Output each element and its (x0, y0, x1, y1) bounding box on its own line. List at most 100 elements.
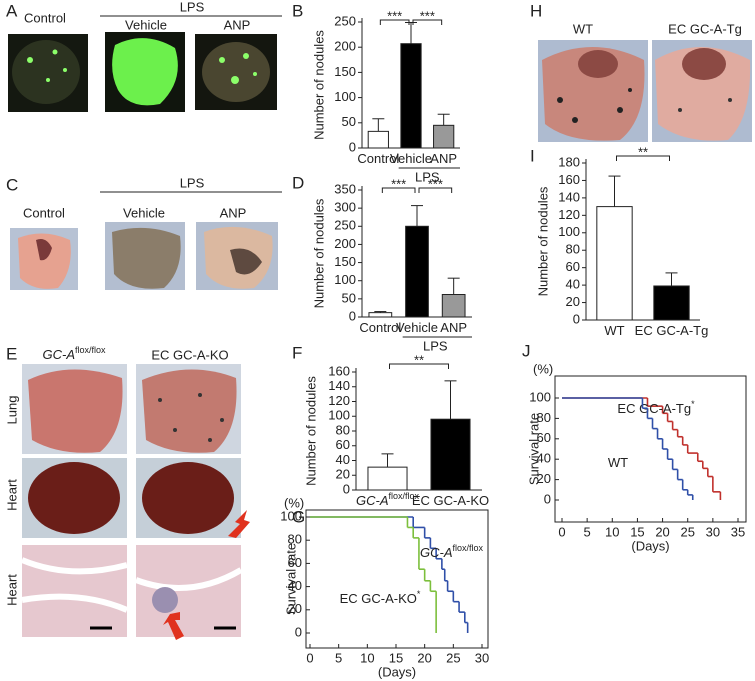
x-tick-label: 15 (389, 650, 403, 665)
photo-label: Vehicle (123, 205, 165, 220)
y-tick-label: 60 (566, 259, 580, 274)
y-tick-label: 140 (558, 189, 580, 204)
y-tick-label: 0 (573, 311, 580, 326)
y-axis-label: Survival rate (526, 413, 541, 485)
y-tick-label: 50 (342, 114, 356, 129)
x-tick-label: 5 (335, 650, 342, 665)
x-tick-label: EC GC-A-Tg (635, 323, 709, 338)
photo (8, 32, 277, 112)
bar (596, 206, 633, 321)
y-tick-label: 40 (566, 277, 580, 292)
y-tick-label: 100 (529, 389, 551, 404)
series-label-sup: * (417, 589, 421, 599)
x-tick-label-sup: flox/flox (388, 491, 419, 501)
y-tick-label: 200 (334, 236, 356, 251)
x-tick-label-text: Vehicle (390, 151, 432, 166)
panel-letter: F (292, 343, 302, 362)
y-tick-label: 80 (566, 242, 580, 257)
bar (653, 285, 690, 321)
y-tick-label: 80 (537, 410, 551, 425)
panel-letter: C (6, 175, 18, 194)
bar (367, 466, 408, 491)
row-label: Lung (4, 396, 19, 425)
panel-letter: H (530, 1, 542, 20)
photo (10, 222, 278, 290)
y-tick-label: 80 (288, 532, 302, 547)
photo-label: Vehicle (125, 17, 167, 32)
photo-label: GC-Aflox/flox (42, 345, 106, 362)
y-tick-label: 20 (336, 467, 350, 482)
y-tick-label: 60 (537, 430, 551, 445)
y-axis-label: Number of nodules (311, 198, 326, 308)
photo (20, 364, 250, 640)
x-tick-label: GC-Aflox/flox (356, 491, 420, 508)
y-tick-label: 0 (343, 481, 350, 496)
photo-label: WT (573, 21, 593, 36)
bar (441, 294, 466, 318)
y-tick-label: 150 (334, 254, 356, 269)
y-tick-label: 60 (336, 437, 350, 452)
x-tick-label: 30 (475, 650, 489, 665)
y-tick-label: 160 (328, 363, 350, 378)
series-label: EC GC-A-Tg* (617, 399, 695, 416)
x-tick-label-text: Control (359, 320, 401, 335)
x-tick-label-text: WT (604, 323, 624, 338)
x-tick-label: 15 (630, 524, 644, 539)
y-tick-label: 350 (334, 181, 356, 196)
y-tick-label: 20 (537, 471, 551, 486)
photo-label: LPS (180, 175, 205, 190)
y-tick-label: 140 (328, 378, 350, 393)
significance-label: *** (391, 176, 406, 191)
y-tick-label: 100 (334, 89, 356, 104)
y-tick-label: 250 (334, 218, 356, 233)
column-label: GC-A (42, 347, 75, 362)
y-tick-label: 20 (566, 294, 580, 309)
significance-label: ** (638, 144, 648, 159)
x-tick-label: 25 (446, 650, 460, 665)
bar (405, 225, 429, 318)
y-axis-label: Number of nodules (535, 186, 550, 296)
plot-frame (554, 375, 747, 523)
x-tick-label-text: ANP (440, 320, 467, 335)
series-label: EC GC-A-KO* (340, 589, 421, 606)
x-tick-label: WT (604, 323, 624, 338)
y-unit: (%) (284, 495, 304, 510)
x-tick-label: 25 (680, 524, 694, 539)
x-tick-label: 10 (360, 650, 374, 665)
photo-label: Control (23, 205, 65, 220)
y-tick-label: 60 (288, 555, 302, 570)
x-tick-label: Control (357, 151, 399, 166)
panel-letter: A (6, 1, 18, 20)
x-tick-label: 30 (706, 524, 720, 539)
y-tick-label: 0 (295, 624, 302, 639)
y-tick-label: 120 (558, 207, 580, 222)
series-label-text: WT (608, 455, 628, 470)
y-tick-label: 40 (537, 451, 551, 466)
y-tick-label: 50 (342, 290, 356, 305)
plot-frame (305, 509, 489, 649)
row-label: Heart (4, 574, 19, 606)
panel-letter: D (292, 173, 304, 192)
bar (368, 312, 393, 318)
y-tick-label: 0 (349, 308, 356, 323)
x-tick-label: Vehicle (396, 320, 438, 335)
x-tick-label-text: GC-A (356, 493, 389, 508)
y-tick-label: 300 (334, 200, 356, 215)
x-tick-label: ANP (440, 320, 467, 335)
x-tick-label-text: EC GC-A-KO (412, 493, 489, 508)
y-axis-label: Survival rate (283, 543, 298, 615)
x-tick-label-text: EC GC-A-Tg (635, 323, 709, 338)
x-axis-label: (Days) (378, 664, 416, 679)
x-tick-label: ANP (430, 151, 457, 166)
photo-label: EC GC-A-KO (151, 347, 228, 362)
photo-label: LPS (180, 0, 205, 14)
photo-label: Control (24, 10, 66, 25)
y-tick-label: 200 (334, 39, 356, 54)
significance-label: *** (387, 8, 402, 23)
x-tick-label: 10 (605, 524, 619, 539)
panel-letter: E (6, 344, 17, 363)
y-tick-label: 100 (334, 272, 356, 287)
series-label-text: EC GC-A-Tg (617, 401, 691, 416)
significance-bracket (418, 187, 453, 193)
